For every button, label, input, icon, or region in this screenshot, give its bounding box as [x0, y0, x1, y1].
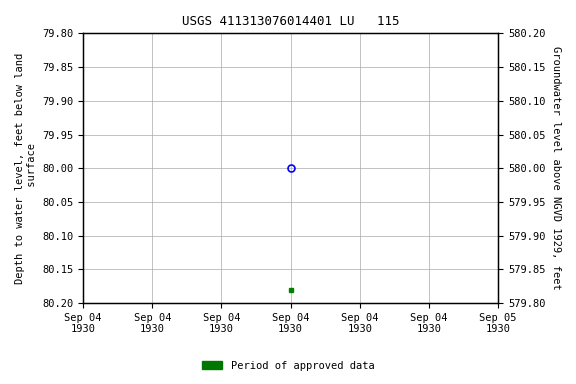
Y-axis label: Groundwater level above NGVD 1929, feet: Groundwater level above NGVD 1929, feet — [551, 46, 561, 290]
Legend: Period of approved data: Period of approved data — [198, 357, 378, 375]
Y-axis label: Depth to water level, feet below land
 surface: Depth to water level, feet below land su… — [15, 53, 37, 284]
Title: USGS 411313076014401 LU   115: USGS 411313076014401 LU 115 — [182, 15, 399, 28]
